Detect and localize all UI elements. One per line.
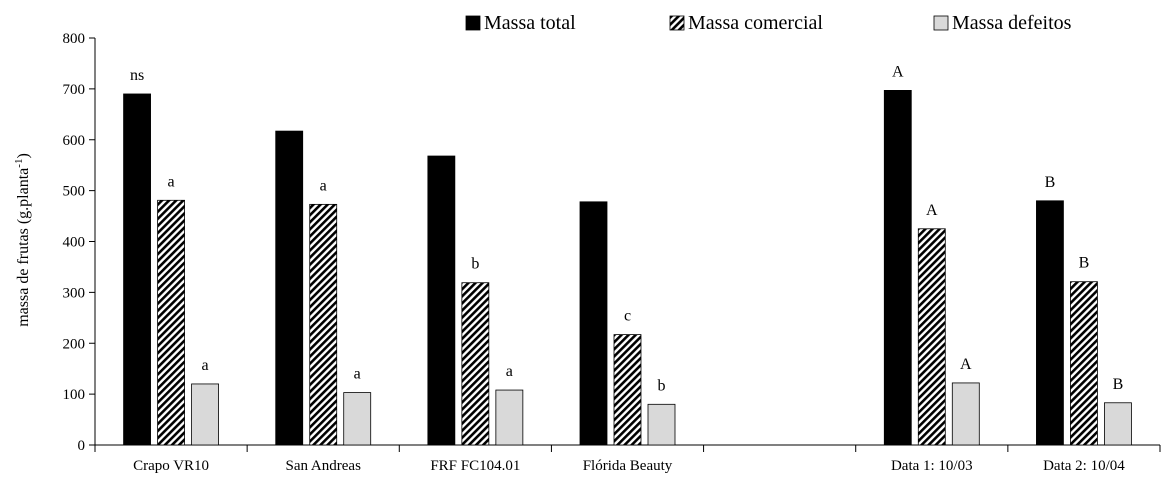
bar: [1036, 200, 1064, 446]
bar-annotation: c: [624, 308, 631, 325]
x-tick-label: Data 2: 10/04: [1043, 458, 1125, 474]
legend-label: Massa total: [484, 12, 576, 34]
bar: [309, 203, 338, 446]
y-axis-label-sup: -1: [13, 159, 25, 168]
bar-annotation: a: [320, 177, 327, 194]
bar-annotation: B: [1079, 255, 1090, 272]
y-tick-label: 100: [63, 387, 86, 403]
bar-annotation: B: [1045, 174, 1056, 191]
bar: [157, 199, 185, 446]
bar-annotation: A: [960, 356, 972, 373]
bar-annotation: a: [354, 366, 361, 383]
bar: [275, 130, 304, 446]
y-tick-label: 0: [78, 438, 86, 454]
bar: [343, 392, 372, 446]
y-tick-label: 800: [63, 31, 86, 47]
bar-labels: ns A Ba a b c A Ba a a b A B: [130, 63, 1123, 394]
bar-annotation: a: [168, 173, 175, 190]
bar: [579, 201, 608, 446]
bar: [951, 382, 980, 446]
legend-label: Massa comercial: [688, 12, 823, 34]
bar-annotation: a: [202, 357, 209, 374]
y-axis-label: massa de frutas (g.planta-1): [13, 153, 32, 327]
y-axis-label-main: massa de frutas (g.planta: [15, 168, 32, 327]
bar-annotation: a: [506, 363, 513, 380]
legend-label: Massa defeitos: [952, 12, 1072, 34]
x-tick-label: San Andreas: [286, 458, 362, 474]
legend: Massa total Massa comercial Massa defeitos: [465, 12, 1072, 34]
bar-annotation: b: [658, 377, 666, 394]
bar: [613, 334, 642, 446]
y-tick-label: 400: [63, 235, 86, 251]
y-tick-label: 200: [63, 336, 86, 352]
bar: [427, 155, 456, 446]
y-tick-label: 300: [63, 285, 86, 301]
bar: [1070, 281, 1098, 446]
y-axis-label-end: ): [15, 153, 32, 158]
bar: [883, 90, 912, 446]
bar-annotation: A: [926, 202, 938, 219]
bar: [917, 228, 946, 446]
bar: [495, 389, 524, 446]
axes: 0 100 200 300 400 500 600 700 800 Crapo VR10 San A…: [63, 31, 1161, 474]
bar: [647, 403, 676, 446]
bar: [1104, 402, 1132, 446]
x-tick-label: Data 1: 10/03: [891, 458, 973, 474]
bars: [123, 90, 1132, 446]
y-tick-label: 700: [63, 82, 86, 98]
bar-annotation: b: [471, 256, 479, 273]
x-tick-label: Crapo VR10: [133, 458, 209, 474]
bar-annotation: ns: [130, 67, 144, 84]
y-tick-label: 500: [63, 184, 86, 200]
y-tick-label: 600: [63, 133, 86, 149]
bar: [191, 383, 219, 446]
legend-swatch: [933, 15, 949, 31]
bar: [461, 282, 490, 446]
x-tick-label: FRF FC104.01: [430, 458, 520, 474]
x-tick-label: Flórida Beauty: [583, 458, 673, 474]
legend-swatch: [465, 15, 481, 31]
bar-annotation: A: [892, 63, 904, 80]
bar: [123, 93, 151, 446]
bar-annotation: B: [1113, 376, 1124, 393]
legend-swatch: [669, 15, 685, 31]
